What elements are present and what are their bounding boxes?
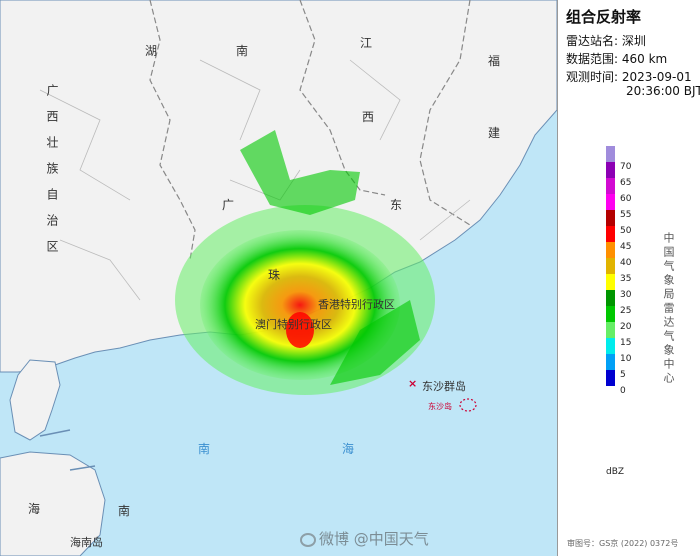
legend-swatch <box>606 162 615 178</box>
time-label-2: 20:36:00 BJT <box>626 84 700 98</box>
label-hainan-island: 海南岛 <box>70 536 103 549</box>
label-fujian-2: 建 <box>488 126 501 140</box>
land-hainan <box>0 451 106 556</box>
echo-band-north <box>240 130 360 215</box>
legend-swatch <box>606 306 615 322</box>
legend-tick-label: 25 <box>620 306 632 316</box>
dongsha-atoll <box>459 398 477 412</box>
approval-number: 审图号：GS京 (2022) 0372号 <box>567 539 679 548</box>
weibo-icon <box>300 532 316 547</box>
label-macau: 澳门特别行政区 <box>255 318 332 331</box>
legend-tick-label: 50 <box>620 226 632 236</box>
echo-core <box>200 230 400 380</box>
legend-swatch <box>606 242 615 258</box>
legend-source-label: 中国气象局雷达气象中心 <box>662 232 675 386</box>
legend-swatch <box>606 194 615 210</box>
label-hunan-1: 湖 <box>145 44 158 58</box>
legend-swatch <box>606 146 615 162</box>
label-guangdong-1: 广 <box>222 198 235 212</box>
label-hainan-2: 南 <box>118 504 131 518</box>
legend-swatch <box>606 290 615 306</box>
legend-swatch <box>606 322 615 338</box>
label-jiangxi-1: 江 <box>360 36 373 50</box>
label-jiangxi-2: 西 <box>362 110 375 124</box>
label-fujian: 福 <box>488 54 501 68</box>
label-hunan-2: 南 <box>236 44 249 58</box>
label-dongsha: 东沙群岛 <box>422 380 466 393</box>
legend-tick-label: 0 <box>620 386 626 396</box>
legend-swatch <box>606 210 615 226</box>
legend-tick-label: 20 <box>620 322 632 332</box>
legend-swatch <box>606 370 615 386</box>
station-label: 雷达站名: 深圳 <box>566 34 646 48</box>
range-label: 数据范围: 460 km <box>566 52 668 66</box>
legend-tick-label: 30 <box>620 290 632 300</box>
county-lines <box>39 59 471 301</box>
label-dongsha-small: 东沙岛 <box>428 402 452 411</box>
legend-unit: dBZ <box>606 467 625 477</box>
echo-eye <box>286 312 314 348</box>
legend-tick-label: 70 <box>620 162 632 172</box>
legend-tick-label: 40 <box>620 258 632 268</box>
watermark-text: 微博 @中国天气 <box>319 530 429 548</box>
province-border <box>149 0 196 261</box>
info-panel: 组合反射率 雷达站名: 深圳 数据范围: 460 km 观测时间: 2023-0… <box>557 0 700 556</box>
label-hk: 香港特别行政区 <box>318 298 395 311</box>
legend-tick-label: 60 <box>620 194 632 204</box>
weibo-watermark: 微博 @中国天气 <box>300 528 429 549</box>
legend-swatch <box>606 338 615 354</box>
label-south-sea-1: 南 <box>198 442 211 456</box>
dash-line <box>39 429 96 471</box>
province-border <box>299 0 386 196</box>
legend-tick-label: 15 <box>620 338 632 348</box>
province-border <box>419 0 471 226</box>
legend-tick-label: 65 <box>620 178 632 188</box>
legend-tick-label: 55 <box>620 210 632 220</box>
map-canvas <box>0 0 557 556</box>
legend-tick-label: 35 <box>620 274 632 284</box>
label-guangdong-2: 东 <box>390 198 403 212</box>
legend-swatch <box>606 274 615 290</box>
label-zhu: 珠 <box>268 268 281 282</box>
dongsha-marker: × <box>408 377 418 390</box>
legend-tick-label: 5 <box>620 370 626 380</box>
label-south-sea-2: 海 <box>342 442 355 456</box>
time-label: 观测时间: 2023-09-01 <box>566 70 692 84</box>
radar-map: 湖 南 江 西 福 建 广 东 广西壮族自治区 珠 香港特别行政区 澳门特别行政… <box>0 0 557 556</box>
label-hainan-1: 海 <box>28 502 41 516</box>
label-guangxi: 广西壮族自治区 <box>45 84 59 266</box>
panel-title: 组合反射率 <box>566 8 642 26</box>
land-peninsula <box>9 359 61 441</box>
legend-tick-label: 10 <box>620 354 632 364</box>
legend-swatch <box>606 226 615 242</box>
legend-swatch <box>606 258 615 274</box>
legend-swatch <box>606 178 615 194</box>
legend-tick-label: 45 <box>620 242 632 252</box>
legend-swatch <box>606 354 615 370</box>
color-legend <box>606 146 615 386</box>
echo-tail <box>330 300 420 385</box>
